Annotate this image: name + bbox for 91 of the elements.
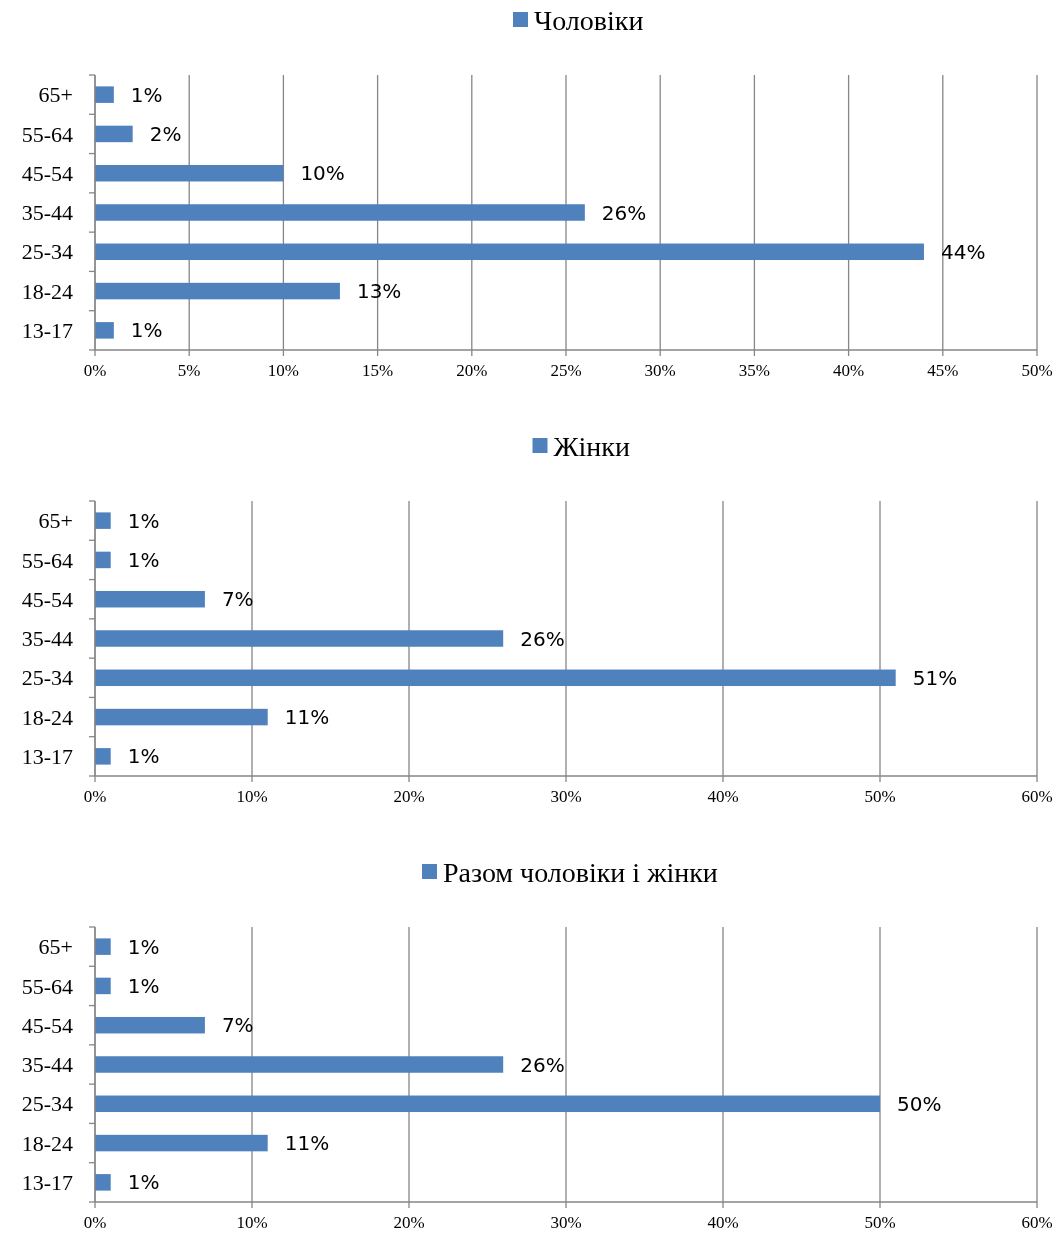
bar	[95, 1095, 880, 1113]
y-tick-label: 35-44	[21, 1052, 73, 1078]
y-tick-label: 13-17	[21, 1170, 73, 1196]
data-label: 1%	[127, 1170, 160, 1195]
x-tick-label: 40%	[707, 1213, 739, 1232]
data-label: 10%	[300, 161, 345, 186]
data-label: 1%	[127, 973, 160, 998]
bar	[95, 512, 111, 529]
x-tick-label: 60%	[1021, 1213, 1053, 1232]
data-label: 44%	[940, 239, 986, 264]
bar	[95, 243, 924, 261]
bar	[95, 669, 896, 687]
y-tick-label: 18-24	[21, 1130, 73, 1156]
data-label: 51%	[912, 665, 958, 690]
legend-label: Чоловіки	[534, 4, 644, 36]
bar	[95, 590, 205, 608]
data-label: 50%	[897, 1091, 942, 1116]
data-label: 1%	[127, 547, 160, 572]
x-tick-label: 50%	[864, 1213, 896, 1232]
y-tick-label: 45-54	[21, 1012, 73, 1038]
data-label: 26%	[520, 1052, 565, 1077]
bar	[95, 748, 111, 765]
bar	[95, 1134, 268, 1152]
x-tick-label: 50%	[864, 787, 896, 806]
x-tick-label: 40%	[707, 787, 739, 806]
x-tick-label: 25%	[550, 361, 582, 380]
y-tick-label: 35-44	[21, 626, 73, 652]
y-tick-label: 55-64	[21, 547, 73, 573]
data-label: 7%	[221, 1013, 254, 1038]
data-label: 26%	[520, 626, 565, 651]
x-tick-label: 10%	[267, 361, 299, 380]
y-tick-label: 25-34	[21, 665, 73, 691]
x-tick-label: 30%	[550, 787, 582, 806]
bar	[95, 86, 114, 103]
y-tick-label: 45-54	[21, 160, 73, 186]
x-tick-label: 10%	[236, 787, 268, 806]
x-tick-label: 40%	[833, 361, 865, 380]
y-tick-label: 65+	[38, 508, 73, 534]
y-tick-label: 18-24	[21, 704, 73, 730]
y-tick-label: 35-44	[21, 200, 73, 226]
x-tick-label: 30%	[550, 1213, 582, 1232]
data-label: 13%	[356, 279, 402, 304]
bar	[95, 938, 111, 955]
bar	[95, 1174, 111, 1191]
y-tick-label: 25-34	[21, 239, 73, 265]
data-label: 7%	[221, 587, 254, 612]
data-label: 11%	[284, 705, 330, 730]
x-tick-label: 5%	[177, 361, 201, 380]
bar	[95, 708, 268, 726]
data-label: 1%	[127, 934, 160, 959]
legend-label: Разом чоловіки і жінки	[443, 856, 718, 888]
x-tick-label: 20%	[393, 787, 425, 806]
data-label: 1%	[127, 744, 160, 769]
x-tick-label: 10%	[236, 1213, 268, 1232]
y-tick-label: 18-24	[21, 278, 73, 304]
data-label: 11%	[284, 1131, 330, 1156]
x-tick-label: 0%	[83, 787, 107, 806]
x-tick-label: 35%	[738, 361, 770, 380]
x-tick-label: 60%	[1021, 787, 1053, 806]
y-tick-label: 55-64	[21, 121, 73, 147]
x-tick-label: 0%	[83, 361, 107, 380]
bar	[95, 1056, 504, 1073]
data-label: 2%	[149, 121, 182, 146]
y-tick-label: 65+	[38, 82, 73, 108]
y-tick-label: 13-17	[21, 318, 73, 344]
y-tick-label: 25-34	[21, 1091, 73, 1117]
bar	[95, 630, 504, 647]
data-label: 1%	[130, 82, 163, 107]
x-tick-label: 20%	[456, 361, 488, 380]
bar	[95, 977, 111, 995]
data-label: 26%	[601, 200, 647, 225]
legend-label: Жінки	[553, 430, 630, 462]
bar	[95, 282, 340, 300]
x-tick-label: 15%	[362, 361, 394, 380]
y-tick-label: 45-54	[21, 586, 73, 612]
bar	[95, 551, 111, 569]
y-tick-label: 13-17	[21, 744, 73, 770]
y-tick-label: 55-64	[21, 973, 73, 999]
x-tick-label: 20%	[393, 1213, 425, 1232]
data-label: 1%	[127, 508, 160, 533]
data-label: 1%	[130, 318, 163, 343]
bar	[95, 164, 284, 182]
bar	[95, 204, 585, 221]
x-tick-label: 45%	[927, 361, 959, 380]
y-tick-label: 65+	[38, 934, 73, 960]
x-tick-label: 50%	[1021, 361, 1053, 380]
x-tick-label: 0%	[83, 1213, 107, 1232]
bar	[95, 1016, 205, 1034]
x-tick-label: 30%	[644, 361, 676, 380]
bar	[95, 322, 114, 339]
bar	[95, 125, 133, 143]
